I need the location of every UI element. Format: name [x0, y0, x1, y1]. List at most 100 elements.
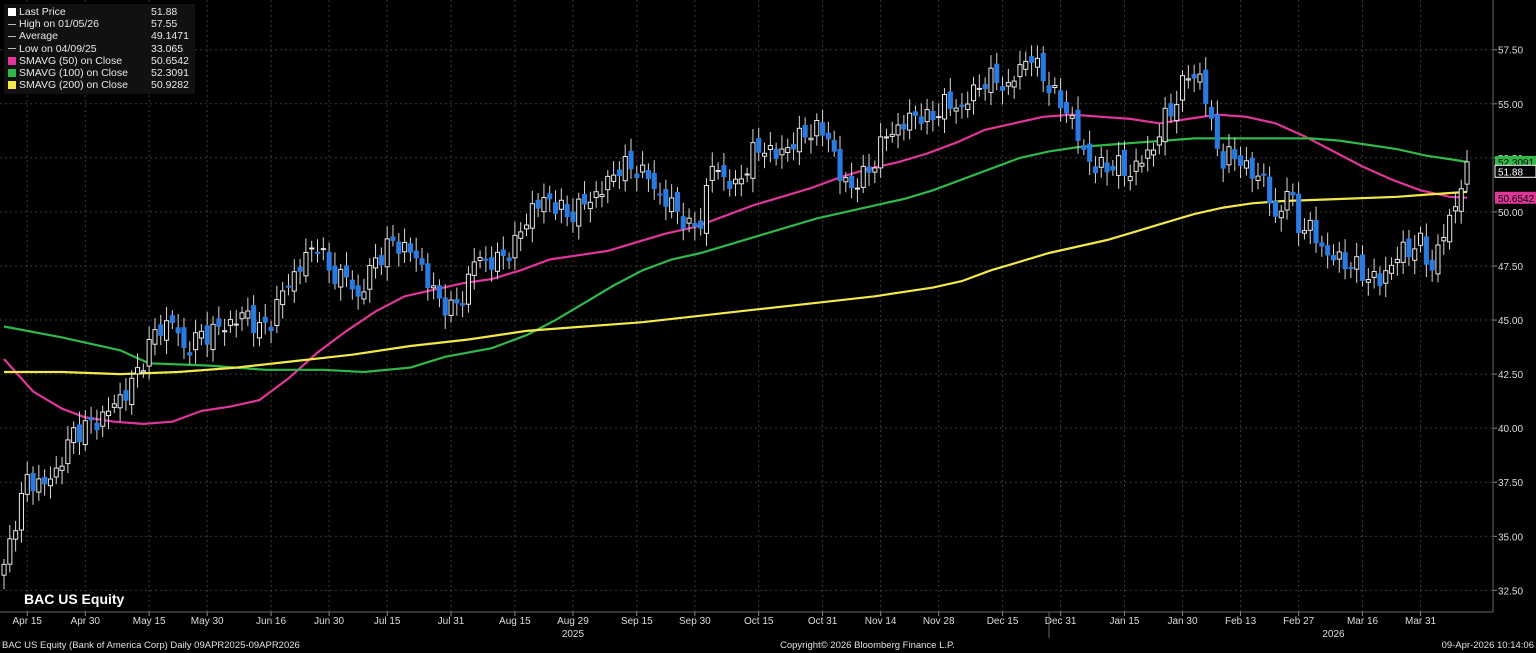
candle-body-down — [866, 166, 872, 173]
candlestick — [558, 188, 564, 224]
y-tick-label: 47.50 — [1498, 262, 1523, 273]
candlestick — [1377, 266, 1383, 296]
candle-body-down — [1267, 176, 1273, 204]
candlestick — [965, 91, 971, 118]
candlestick — [1243, 146, 1250, 176]
candlestick — [616, 160, 623, 190]
candlestick — [831, 130, 837, 157]
candle-body-up — [640, 164, 646, 173]
candlestick — [140, 363, 146, 378]
candle-body-down — [1081, 145, 1087, 150]
candlestick — [1336, 241, 1342, 273]
candle-body-up — [1017, 64, 1023, 78]
candle-body-up — [59, 465, 65, 471]
candle-body-down — [425, 263, 431, 288]
candlestick — [936, 103, 942, 127]
candlestick — [762, 142, 768, 169]
candlestick — [193, 319, 199, 364]
legend-item-last-price: Last Price 51.88 — [8, 6, 189, 18]
candlestick — [1081, 139, 1087, 156]
candle-body-up — [65, 439, 71, 465]
candlestick — [669, 184, 675, 219]
legend-item-smavg-100: SMAVG (100) on Close 52.3091 — [8, 67, 189, 79]
legend-item-smavg-200: SMAVG (200) on Close 50.9282 — [8, 79, 189, 91]
candle-body-down — [326, 252, 332, 271]
candle-body-down — [820, 122, 826, 136]
candlestick — [854, 178, 861, 203]
candlestick — [947, 77, 953, 116]
candle-body-up — [907, 112, 913, 131]
y-tick-label: 42.50 — [1498, 370, 1523, 381]
candlestick — [436, 279, 442, 308]
candle-body-up — [936, 116, 942, 119]
candle-body-up — [233, 323, 239, 326]
candle-body-up — [53, 467, 59, 478]
y-tick-label: 50.00 — [1498, 208, 1523, 219]
candlestick — [1209, 100, 1215, 131]
x-tick-label: Oct 15 — [744, 616, 774, 627]
candle-body-up — [785, 147, 791, 154]
candle-body-up — [762, 152, 768, 157]
candle-body-down — [918, 116, 924, 124]
candle-body-up — [239, 312, 245, 320]
candle-body-up — [796, 127, 802, 153]
candle-body-down — [1220, 151, 1226, 169]
candlestick — [1046, 71, 1052, 106]
candlestick — [477, 250, 483, 269]
candle-body-down — [407, 243, 413, 253]
x-tick-label: Jan 30 — [1168, 616, 1198, 627]
candle-body-down — [1000, 86, 1006, 91]
candle-body-down — [332, 265, 338, 284]
candlestick — [1023, 51, 1029, 77]
candle-body-up — [750, 142, 756, 179]
candle-body-up — [529, 203, 535, 229]
candle-body-down — [1429, 259, 1435, 271]
legend-item-average: Average 49.1471 — [8, 30, 189, 42]
candle-body-up — [1034, 57, 1041, 68]
candle-body-up — [558, 199, 564, 210]
candlestick — [309, 240, 315, 263]
candle-body-up — [767, 145, 773, 150]
candlestick — [1063, 90, 1070, 123]
candle-body-down — [94, 422, 100, 431]
candlestick — [18, 482, 24, 543]
candle-body-up — [1458, 188, 1464, 212]
candle-body-up — [965, 103, 971, 110]
candlestick — [1452, 192, 1459, 224]
candle-body-up — [13, 530, 19, 540]
candlestick — [262, 303, 268, 335]
candlestick — [390, 225, 396, 247]
candle-body-up — [227, 319, 233, 326]
candlestick — [808, 124, 814, 154]
candlestick — [419, 247, 425, 271]
candle-body-up — [895, 124, 901, 136]
candle-body-down — [460, 303, 466, 306]
candlestick — [483, 246, 489, 273]
candlestick — [860, 155, 866, 194]
candle-body-down — [1214, 114, 1220, 149]
y-tick-label: 37.50 — [1498, 478, 1523, 489]
candle-body-up — [164, 320, 170, 341]
candlestick — [315, 239, 321, 263]
candlestick — [454, 287, 460, 316]
candlestick — [1296, 182, 1302, 246]
candlestick — [36, 464, 42, 501]
candle-body-up — [1307, 219, 1313, 231]
x-tick-label: Aug 29 — [557, 616, 589, 627]
candlestick — [506, 252, 512, 270]
candlestick — [1354, 242, 1360, 283]
candle-body-up — [872, 167, 878, 173]
candle-body-up — [1127, 176, 1133, 182]
candlestick — [1203, 57, 1209, 117]
y-tick-label: 55.00 — [1498, 100, 1523, 111]
candle-body-down — [547, 193, 553, 200]
x-tick-label: Jan 15 — [1109, 616, 1139, 627]
candle-body-down — [1209, 107, 1215, 119]
candlestick — [1278, 204, 1284, 232]
candlestick — [1360, 245, 1366, 287]
candle-body-up — [738, 178, 744, 185]
candle-body-up — [245, 310, 251, 319]
candlestick — [1017, 50, 1023, 90]
candle-body-down — [181, 327, 187, 349]
candle-body-down — [1325, 245, 1331, 256]
